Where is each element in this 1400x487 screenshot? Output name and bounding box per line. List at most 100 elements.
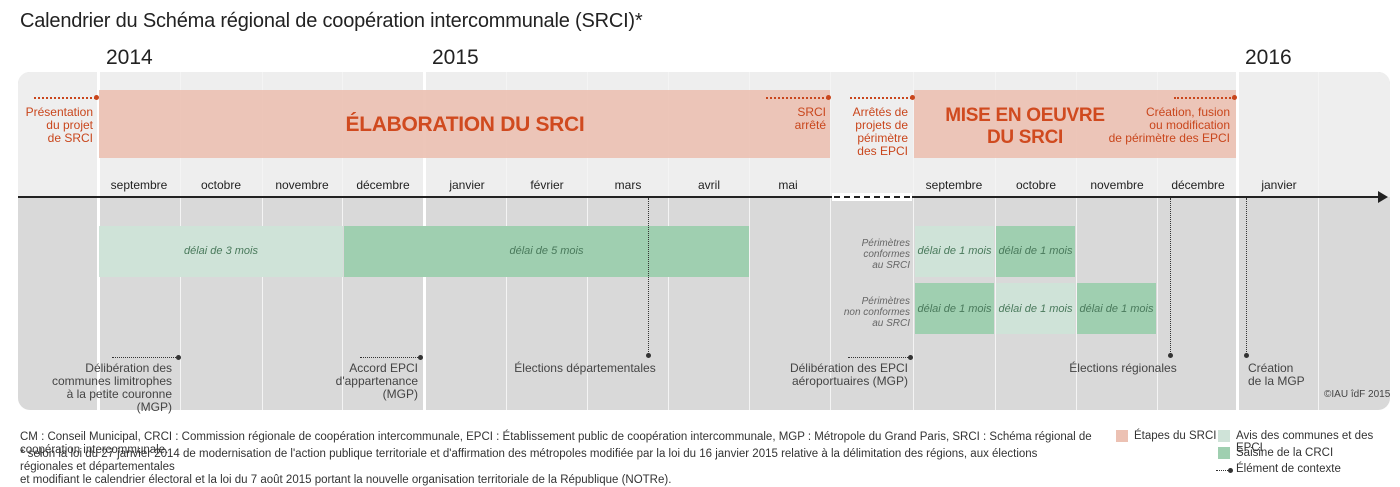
month-divider: [995, 72, 996, 410]
month-divider: [830, 72, 831, 410]
saisine-box: [344, 226, 749, 277]
perim-line: au SRCI: [872, 260, 910, 271]
mise-en-oeuvre-title-line: DU SRCI: [986, 127, 1063, 148]
note-line: de périmètre des EPCI: [1108, 131, 1230, 145]
creation-marker-line: [1174, 97, 1234, 99]
legend-contexte: Élément de contexte: [1236, 463, 1341, 475]
month-divider: [1157, 72, 1158, 410]
month-divider: [1076, 72, 1077, 410]
creation-marker-dot: [1232, 95, 1237, 100]
presentation-marker-dot: [94, 95, 99, 100]
creation-mgp: Création de la MGP: [1248, 362, 1328, 388]
footnote-line: et modifiant le calendrier électoral et …: [20, 474, 672, 486]
note-line: Présentation: [25, 105, 93, 119]
mise-en-oeuvre-band: [914, 90, 1236, 158]
note-line: Création, fusion: [1145, 105, 1230, 119]
note-line: des EPCI: [857, 144, 908, 158]
year-divider-2014: [97, 72, 100, 410]
delai-label: délai de 1 mois: [917, 245, 992, 257]
month-divider: [749, 72, 750, 410]
year-label-2015: 2015: [432, 46, 479, 69]
note-line: projets de: [855, 118, 908, 132]
legend-swatch-saisine: [1218, 447, 1230, 459]
legend-etapes: Étapes du SRCI: [1134, 430, 1217, 442]
copyright: ©IAU îdF 2015: [1324, 389, 1391, 400]
context-marker-line: [1246, 198, 1247, 354]
mise-en-oeuvre-title-line: MISE EN OEUVRE: [945, 105, 1105, 126]
saisine-box: [915, 283, 994, 334]
month-label: octobre: [1015, 178, 1057, 192]
presentation-marker-line: [34, 97, 96, 99]
note-line: Arrêtés de: [852, 105, 908, 119]
note-line: périmètre: [857, 131, 908, 145]
month-label: février: [530, 178, 564, 192]
delai-label: délai de 1 mois: [917, 303, 992, 315]
delai-label: délai de 1 mois: [998, 303, 1073, 315]
avis-box: [99, 226, 343, 277]
context-marker-dot: [908, 355, 913, 360]
arrete-marker-dot: [826, 95, 831, 100]
avis-box: [996, 283, 1075, 334]
footnote-line: * selon la loi du 27 janvier 2014 de mod…: [20, 448, 1038, 473]
perimetres-conformes-label: Périmètres conformes au SRCI: [830, 238, 910, 271]
arrete-marker-line: [766, 97, 828, 99]
month-label: mars: [614, 178, 642, 192]
arretes-marker-line: [850, 97, 912, 99]
delai-label: délai de 1 mois: [1079, 303, 1154, 315]
deliberation-epci: Délibération des EPCI aéroportuaires (MG…: [780, 362, 908, 388]
ctx-line: Délibération des EPCI: [789, 361, 908, 375]
creation-note: Création, fusion ou modification de péri…: [1100, 106, 1230, 145]
legend-context-dot: [1228, 468, 1233, 473]
perim-line: conformes: [863, 249, 910, 260]
ctx-line: Accord EPCI: [349, 361, 418, 375]
perim-line: non conformes: [843, 307, 910, 318]
arretes-marker-dot: [910, 95, 915, 100]
context-marker-dot: [1244, 353, 1249, 358]
context-marker-line: [648, 198, 649, 354]
month-label: décembre: [356, 178, 410, 192]
elaboration-title: ÉLABORATION DU SRCI: [345, 113, 585, 136]
year-label-2014: 2014: [106, 46, 153, 69]
month-label: mai: [778, 178, 798, 192]
month-label: janvier: [1261, 178, 1297, 192]
elaboration-band: [99, 90, 830, 158]
ctx-line: aéroportuaires (MGP): [791, 374, 908, 388]
month-label: septembre: [110, 178, 168, 192]
elections-regionales: Élections régionales: [1069, 361, 1177, 375]
saisine-box: [1077, 283, 1156, 334]
axis-dashed-segment: [834, 196, 910, 198]
ctx-line: Délibération des: [85, 361, 172, 375]
context-marker-line: [112, 357, 178, 358]
note-line: de SRCI: [47, 131, 93, 145]
context-marker-dot: [418, 355, 423, 360]
footnote-star: * selon la loi du 27 janvier 2014 de mod…: [20, 448, 1090, 487]
perim-line: au SRCI: [872, 318, 910, 329]
context-marker-dot: [1168, 353, 1173, 358]
year-divider-2016: [1236, 72, 1239, 410]
legend-context-line: [1216, 470, 1230, 471]
month-label: novembre: [1090, 178, 1144, 192]
ctx-line: (MGP): [382, 387, 418, 401]
month-label: novembre: [275, 178, 329, 192]
context-marker-line: [1170, 198, 1171, 354]
year-label-2016: 2016: [1245, 46, 1292, 69]
ctx-line: communes limitrophes: [51, 374, 172, 388]
context-marker-line: [360, 357, 420, 358]
note-line: arrêté: [794, 118, 826, 132]
deliberation-communes: Délibération des communes limitrophes à …: [40, 362, 172, 414]
context-marker-dot: [176, 355, 181, 360]
month-label: décembre: [1171, 178, 1225, 192]
page-title: Calendrier du Schéma régional de coopéra…: [20, 10, 643, 32]
note-line: du projet: [46, 118, 93, 132]
footnote-abbreviations: CM : Conseil Municipal, CRCI : Commissio…: [20, 431, 1092, 456]
context-marker-line: [848, 357, 910, 358]
perim-line: Périmètres: [861, 296, 910, 307]
legend-swatch-avis: [1218, 430, 1230, 442]
elections-departementales: Élections départementales: [514, 361, 656, 375]
legend-saisine: Saisine de la CRCI: [1236, 447, 1334, 459]
delai-label: délai de 1 mois: [998, 245, 1073, 257]
month-label: septembre: [925, 178, 983, 192]
legend-swatch-etapes: [1116, 430, 1128, 442]
arretes-note: Arrêtés de projets de périmètre des EPCI: [836, 106, 908, 158]
month-label: avril: [697, 178, 720, 192]
